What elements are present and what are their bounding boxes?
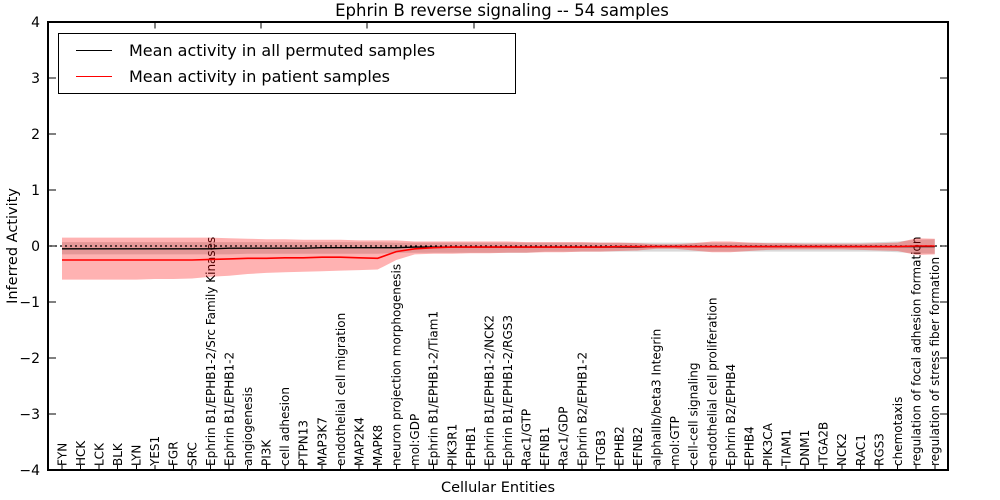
y-tick-label: −2 (19, 351, 40, 367)
y-tick-label: −1 (19, 295, 40, 311)
x-tick-label: Ephrin B2/EPHB1-2 (575, 352, 589, 466)
y-tick-label: 2 (31, 127, 40, 143)
x-tick-label: cell adhesion (278, 387, 292, 466)
x-tick-label: BLK (111, 442, 125, 466)
x-tick-label: angiogenesis (241, 387, 255, 466)
x-tick-label: LYN (130, 445, 144, 466)
x-tick-label: Ephrin B1/EPHB1-2/Src Family Kinases (204, 237, 218, 466)
x-tick-label: SRC (185, 442, 199, 466)
x-tick-label: chemotaxis (891, 397, 905, 466)
legend-label-patient: Mean activity in patient samples (129, 67, 390, 86)
x-tick-label: EPHB1 (464, 426, 478, 466)
y-tick-label: −4 (19, 463, 40, 479)
x-tick-label: Ephrin B2/EPHB4 (724, 364, 738, 466)
y-tick-label: 3 (31, 71, 40, 87)
x-tick-label: EPHB2 (612, 426, 626, 466)
x-tick-label: Ephrin B1/EPHB1-2/Tiam1 (427, 311, 441, 466)
x-axis-title: Cellular Entities (440, 480, 556, 496)
x-tick-label: Ephrin B1/EPHB1-2/NCK2 (482, 315, 496, 466)
x-tick-label: EFNB1 (538, 427, 552, 466)
y-tick-label: 4 (31, 15, 40, 31)
x-tick-label: mol:GDP (408, 414, 422, 466)
x-tick-label: EPHB4 (742, 426, 756, 466)
patient-line-swatch (76, 76, 112, 77)
x-tick-label: regulation of stress fiber formation (928, 257, 942, 466)
x-tick-label: endothelial cell proliferation (705, 298, 719, 466)
x-tick-label: Rac1/GTP (520, 409, 534, 466)
permuted-line-swatch (76, 50, 112, 51)
y-tick-label: 0 (31, 239, 40, 255)
x-tick-label: ITGB3 (594, 430, 608, 466)
x-tick-label: NCK2 (835, 433, 849, 466)
x-tick-label: alphaIIb/beta3 Integrin (650, 329, 664, 466)
x-tick-label: PIK3CA (761, 422, 775, 466)
y-tick-label: 1 (31, 183, 40, 199)
x-tick-label: FGR (167, 441, 181, 466)
x-tick-label: ITGA2B (817, 422, 831, 466)
x-tick-label: EFNB2 (631, 427, 645, 466)
x-tick-label: Ephrin B1/EPHB1-2 (222, 352, 236, 466)
x-tick-label: DNM1 (798, 430, 812, 466)
y-axis-title: Inferred Activity (5, 188, 21, 304)
patient-mean-line (62, 245, 935, 261)
legend-label-permuted: Mean activity in all permuted samples (129, 41, 436, 60)
x-tick-label: PIK3R1 (445, 424, 459, 466)
legend-row-permuted: Mean activity in all permuted samples (59, 41, 515, 60)
x-tick-label: TIAM1 (780, 429, 794, 467)
chart-title: Ephrin B reverse signaling -- 54 samples (335, 1, 669, 20)
x-tick-label: LCK (92, 442, 106, 466)
legend-row-patient: Mean activity in patient samples (59, 67, 515, 86)
patient-range-band (62, 237, 935, 280)
x-tick-label: MAP2K4 (352, 417, 366, 466)
x-tick-label: YES1 (148, 436, 162, 467)
x-tick-label: regulation of focal adhesion formation (910, 237, 924, 466)
x-tick-label: cell-cell signaling (687, 363, 701, 467)
x-tick-label: endothelial cell migration (334, 313, 348, 466)
x-tick-label: MAPK8 (371, 425, 385, 466)
x-tick-label: MAP3K7 (315, 417, 329, 466)
x-tick-label: Ephrin B1/EPHB1-2/RGS3 (501, 315, 515, 466)
legend-box: Mean activity in all permuted samples Me… (58, 33, 516, 94)
y-tick-label: −3 (19, 407, 40, 423)
x-tick-label: neuron projection morphogenesis (390, 264, 404, 466)
x-tick-label: RGS3 (872, 433, 886, 466)
x-tick-label: HCK (74, 440, 88, 466)
x-tick-label: Rac1/GDP (557, 407, 571, 466)
x-tick-label: PTPN13 (297, 420, 311, 466)
x-tick-label: mol:GTP (668, 416, 682, 466)
x-tick-label: PI3K (260, 439, 274, 466)
x-tick-label: FYN (55, 443, 69, 466)
x-tick-label: RAC1 (854, 434, 868, 466)
